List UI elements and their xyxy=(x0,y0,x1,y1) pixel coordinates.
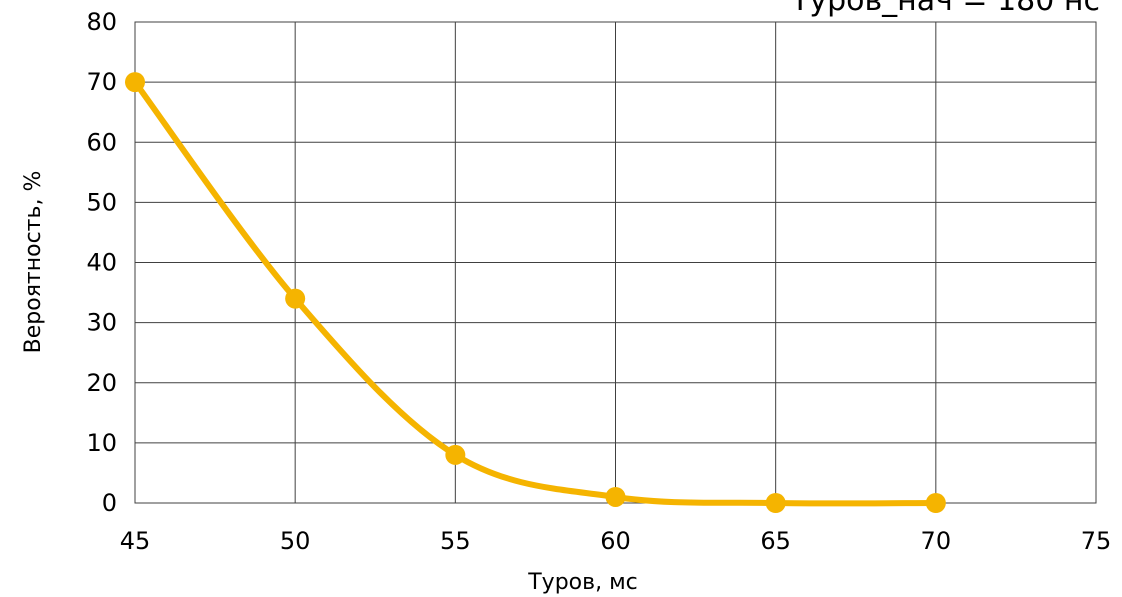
y-axis-title: Вероятность, % xyxy=(21,171,46,354)
x-tick-label: 70 xyxy=(921,527,952,555)
y-tick-label: 10 xyxy=(86,429,117,457)
data-point xyxy=(445,444,466,465)
x-tick-label: 60 xyxy=(600,527,631,555)
series-line xyxy=(132,79,939,507)
data-point xyxy=(765,493,786,513)
data-point xyxy=(605,486,626,507)
x-tick-label: 45 xyxy=(120,527,151,555)
series-layer xyxy=(125,72,946,513)
y-tick-label: 50 xyxy=(86,188,117,216)
x-tick-label: 50 xyxy=(280,527,311,555)
data-point xyxy=(125,72,145,93)
y-tick-label: 20 xyxy=(86,369,117,397)
data-point xyxy=(285,288,306,309)
y-tick-label: 80 xyxy=(86,8,117,36)
x-axis-title: Туров, мс xyxy=(527,570,638,595)
x-axis-ticks: 45 50 55 60 65 70 75 xyxy=(120,527,1112,555)
y-axis-ticks: 0 10 20 30 40 50 60 70 80 xyxy=(86,8,117,517)
y-tick-label: 40 xyxy=(86,249,117,277)
y-tick-label: 70 xyxy=(86,68,117,96)
y-tick-label: 60 xyxy=(86,128,117,156)
chart-title: Туров_нач = 180 нс xyxy=(790,0,1100,18)
y-tick-label: 30 xyxy=(86,309,117,337)
y-tick-label: 0 xyxy=(102,489,117,517)
x-tick-label: 55 xyxy=(440,527,471,555)
x-tick-label: 65 xyxy=(760,527,791,555)
data-point xyxy=(925,493,946,513)
grid xyxy=(134,21,1097,504)
x-tick-label: 75 xyxy=(1081,527,1112,555)
